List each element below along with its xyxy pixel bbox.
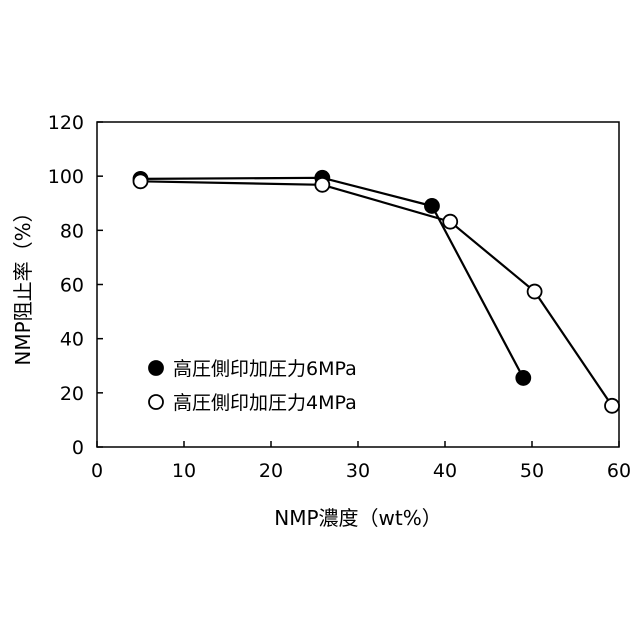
y-tick-label: 40 bbox=[60, 329, 84, 351]
x-tick-label: 10 bbox=[172, 460, 196, 482]
x-tick-label: 40 bbox=[433, 460, 457, 482]
y-tick-label: 60 bbox=[60, 275, 84, 297]
legend-marker-1 bbox=[149, 361, 163, 375]
data-point-series-2 bbox=[315, 178, 329, 192]
y-tick-label: 120 bbox=[48, 112, 84, 134]
y-axis-label: NMP阻止率（%） bbox=[11, 202, 35, 365]
data-point-series-1 bbox=[425, 199, 439, 213]
legend-label-1: 高圧側印加圧力6MPa bbox=[173, 358, 357, 380]
data-point-series-2 bbox=[134, 174, 148, 188]
x-axis-label: NMP濃度（wt%） bbox=[274, 506, 441, 530]
x-tick-label: 60 bbox=[607, 460, 631, 482]
x-tick-label: 20 bbox=[259, 460, 283, 482]
data-point-series-2 bbox=[528, 285, 542, 299]
y-tick-label: 100 bbox=[48, 166, 84, 188]
legend-label-2: 高圧側印加圧力4MPa bbox=[173, 392, 357, 414]
x-tick-label: 50 bbox=[520, 460, 544, 482]
data-point-series-2 bbox=[605, 399, 619, 413]
x-tick-label: 30 bbox=[346, 460, 370, 482]
y-tick-label: 0 bbox=[72, 437, 84, 459]
data-point-series-2 bbox=[443, 215, 457, 229]
x-tick-label: 0 bbox=[91, 460, 103, 482]
y-tick-label: 80 bbox=[60, 220, 84, 242]
data-point-series-1 bbox=[516, 371, 530, 385]
y-tick-label: 20 bbox=[60, 383, 84, 405]
legend-marker-2 bbox=[149, 395, 163, 409]
